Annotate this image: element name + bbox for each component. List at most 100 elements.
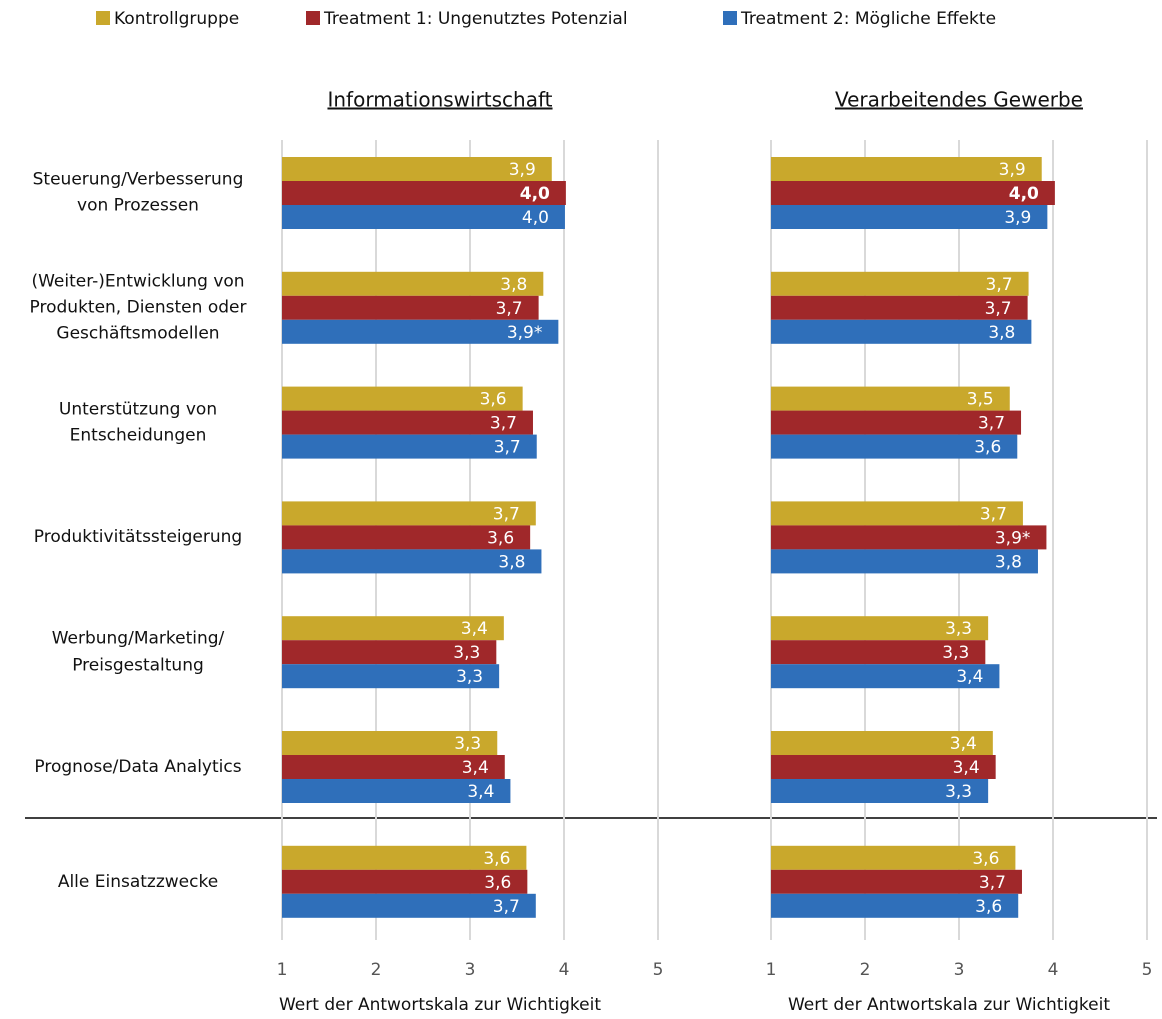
value-label: 3,4 xyxy=(950,734,977,754)
x-tick-label: 1 xyxy=(766,960,777,980)
bar xyxy=(771,205,1048,229)
bar xyxy=(282,755,505,779)
value-label: 4,0 xyxy=(520,184,550,204)
value-label: 3,6 xyxy=(483,849,510,869)
value-label: 3,9* xyxy=(507,323,543,343)
bar xyxy=(771,616,989,641)
category-label: Produktivitätssteigerung xyxy=(33,527,243,548)
value-label: 3,3 xyxy=(456,667,483,687)
x-axis-label: Wert der Antwortskala zur Wichtigkeit xyxy=(788,995,1110,1015)
bar xyxy=(771,181,1055,205)
value-label: 3,9 xyxy=(509,160,536,180)
bar xyxy=(771,755,996,779)
bar xyxy=(282,869,528,894)
bar xyxy=(282,525,531,550)
bar xyxy=(771,845,1016,870)
value-label: 3,4 xyxy=(461,619,488,639)
bar xyxy=(282,271,544,296)
value-label: 4,0 xyxy=(522,208,549,228)
bar xyxy=(282,640,497,665)
value-label: 3,7 xyxy=(490,414,517,434)
bar xyxy=(771,386,1010,411)
value-label: 3,3 xyxy=(454,734,481,754)
x-tick-label: 2 xyxy=(371,960,382,980)
category-label: (Weiter-)Entwicklung von Produkten, Dien… xyxy=(29,271,247,344)
value-label: 3,6 xyxy=(480,390,507,410)
bar xyxy=(282,845,527,870)
bar xyxy=(282,181,566,205)
value-label: 3,7 xyxy=(978,414,1005,434)
value-label: 3,3 xyxy=(945,782,972,802)
value-label: 3,8 xyxy=(498,552,525,572)
value-label: 3,3 xyxy=(453,643,480,663)
x-tick-label: 1 xyxy=(277,960,288,980)
bar xyxy=(282,893,536,918)
bar xyxy=(282,664,500,689)
bar xyxy=(282,549,542,574)
value-label: 3,7 xyxy=(493,504,520,524)
category-label: Steuerung/Verbesserung von Prozessen xyxy=(32,169,244,216)
bar xyxy=(282,157,552,181)
bar xyxy=(771,319,1032,344)
value-label: 3,4 xyxy=(953,758,980,778)
bar xyxy=(771,549,1038,574)
legend-label: Treatment 2: Mögliche Effekte xyxy=(740,9,996,29)
value-label: 3,5 xyxy=(967,390,994,410)
legend-label: Kontrollgruppe xyxy=(114,9,239,29)
value-label: 3,6 xyxy=(974,438,1001,458)
category-label: Alle Einsatzzwecke xyxy=(57,871,219,892)
panel-title: Informationswirtschaft xyxy=(327,88,552,112)
value-label: 3,3 xyxy=(945,619,972,639)
value-label: 3,4 xyxy=(467,782,494,802)
bar xyxy=(771,893,1019,918)
value-label: 3,4 xyxy=(956,667,983,687)
x-tick-label: 4 xyxy=(1048,960,1059,980)
bar xyxy=(771,664,1000,689)
bar xyxy=(771,410,1022,435)
bar xyxy=(282,731,498,755)
x-tick-label: 2 xyxy=(860,960,871,980)
value-label: 3,6 xyxy=(972,849,999,869)
legend-label: Treatment 1: Ungenutztes Potenzial xyxy=(323,9,628,29)
x-tick-label: 3 xyxy=(465,960,476,980)
bar xyxy=(282,501,536,526)
bar xyxy=(771,869,1022,894)
value-label: 3,6 xyxy=(487,528,514,548)
value-label: 3,7 xyxy=(985,299,1012,319)
bar xyxy=(771,640,986,665)
value-label: 3,9 xyxy=(999,160,1026,180)
bar xyxy=(771,731,993,755)
x-tick-label: 3 xyxy=(954,960,965,980)
legend-swatch xyxy=(723,11,737,25)
x-tick-label: 5 xyxy=(1142,960,1153,980)
bar xyxy=(771,157,1042,181)
value-label: 3,7 xyxy=(980,504,1007,524)
value-label: 3,9* xyxy=(995,528,1031,548)
bar xyxy=(771,295,1028,320)
bar xyxy=(771,501,1023,526)
bar xyxy=(282,319,559,344)
x-tick-label: 4 xyxy=(559,960,570,980)
bar xyxy=(282,779,511,803)
x-tick-label: 5 xyxy=(653,960,664,980)
category-label: Unterstützung von Entscheidungen xyxy=(58,399,218,446)
value-label: 3,3 xyxy=(942,643,969,663)
value-label: 3,8 xyxy=(988,323,1015,343)
bar xyxy=(282,205,565,229)
bar xyxy=(771,779,989,803)
category-label: Werbung/Marketing/ Preisgestaltung xyxy=(51,628,225,676)
legend-swatch xyxy=(306,11,320,25)
value-label: 3,4 xyxy=(462,758,489,778)
category-label: Prognose/Data Analytics xyxy=(34,756,242,777)
bar xyxy=(282,434,537,459)
value-label: 3,7 xyxy=(493,897,520,917)
x-axis-label: Wert der Antwortskala zur Wichtigkeit xyxy=(279,995,601,1015)
value-label: 3,6 xyxy=(975,897,1002,917)
bar xyxy=(282,386,523,411)
value-label: 3,8 xyxy=(500,275,527,295)
value-label: 3,7 xyxy=(986,275,1013,295)
bar xyxy=(771,271,1029,296)
value-label: 3,9 xyxy=(1004,208,1031,228)
bar xyxy=(771,434,1018,459)
